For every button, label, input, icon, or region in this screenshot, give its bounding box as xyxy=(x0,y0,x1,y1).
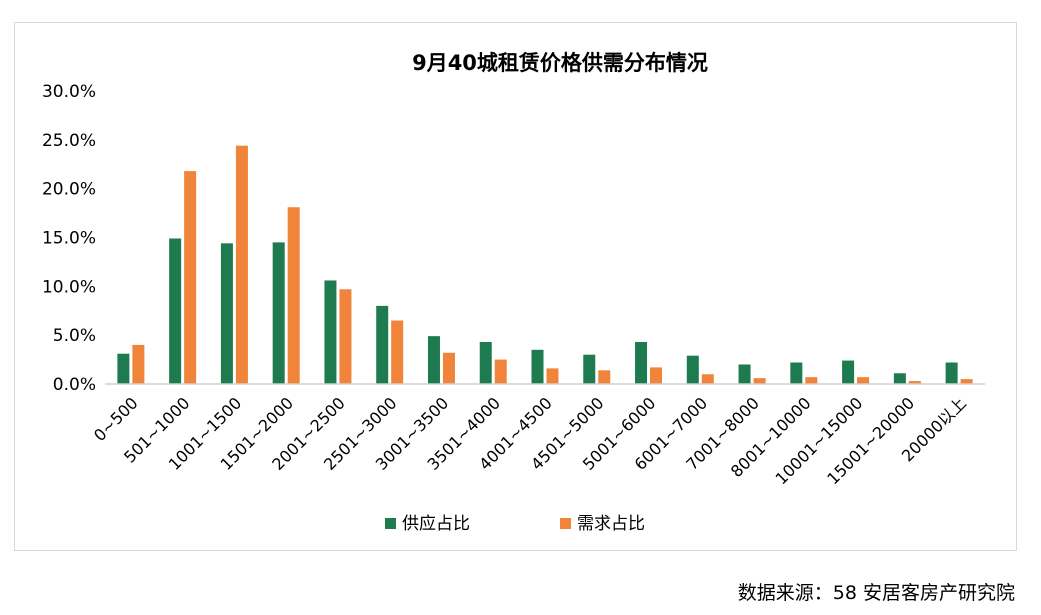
supply-bar xyxy=(324,280,337,384)
demand-bar xyxy=(442,352,455,384)
demand-bar xyxy=(184,171,197,384)
legend-label: 供应占比 xyxy=(402,514,470,534)
supply-bar xyxy=(893,373,906,384)
chart-title: 9月40城租赁价格供需分布情况 xyxy=(412,51,708,75)
demand-bar xyxy=(598,370,611,384)
y-axis-ticks: 0.0% 5.0% 10.0% 15.0% 20.0% 25.0% 30.0% xyxy=(42,82,96,395)
y-tick-label: 0.0% xyxy=(53,375,96,395)
supply-bar xyxy=(376,305,389,384)
supply-bar xyxy=(427,336,440,384)
y-tick-label: 10.0% xyxy=(42,277,96,297)
y-tick-label: 25.0% xyxy=(42,131,96,151)
x-tick-label: 0~500 xyxy=(90,393,142,445)
demand-bar xyxy=(650,367,663,384)
source-note: 数据来源：58 安居客房产研究院 xyxy=(737,582,1015,604)
legend-swatch xyxy=(560,518,571,529)
x-axis-ticks: 0~500501~10001001~15001501~20002001~2500… xyxy=(90,393,970,488)
legend-label: 需求占比 xyxy=(577,514,645,534)
demand-bar xyxy=(132,344,145,384)
supply-bar xyxy=(635,342,648,384)
supply-bar xyxy=(945,362,958,384)
legend-swatch xyxy=(385,518,396,529)
bars xyxy=(117,145,973,384)
demand-bar xyxy=(546,368,559,384)
supply-bar xyxy=(790,362,803,384)
demand-bar xyxy=(339,289,352,384)
y-tick-label: 30.0% xyxy=(42,82,96,102)
demand-bar xyxy=(391,320,404,384)
demand-bar xyxy=(960,379,973,384)
supply-bar xyxy=(686,355,699,384)
demand-bar xyxy=(753,378,766,384)
demand-bar xyxy=(287,207,300,384)
supply-bar xyxy=(272,242,285,384)
chart-frame xyxy=(14,22,1017,551)
supply-bar xyxy=(738,364,751,384)
y-tick-label: 5.0% xyxy=(53,326,96,346)
demand-bar xyxy=(235,145,248,384)
y-tick-label: 15.0% xyxy=(42,229,96,249)
supply-bar xyxy=(117,353,130,384)
supply-bar xyxy=(583,354,596,384)
demand-bar xyxy=(494,359,507,384)
legend: 供应占比 需求占比 xyxy=(385,514,645,534)
demand-bar xyxy=(908,381,921,384)
supply-bar xyxy=(479,342,492,384)
supply-bar xyxy=(220,243,233,384)
demand-bar xyxy=(805,377,818,384)
demand-bar xyxy=(701,374,714,384)
supply-bar xyxy=(842,360,855,384)
supply-bar xyxy=(169,238,182,384)
supply-bar xyxy=(531,349,544,384)
y-tick-label: 20.0% xyxy=(42,180,96,200)
demand-bar xyxy=(857,377,870,384)
